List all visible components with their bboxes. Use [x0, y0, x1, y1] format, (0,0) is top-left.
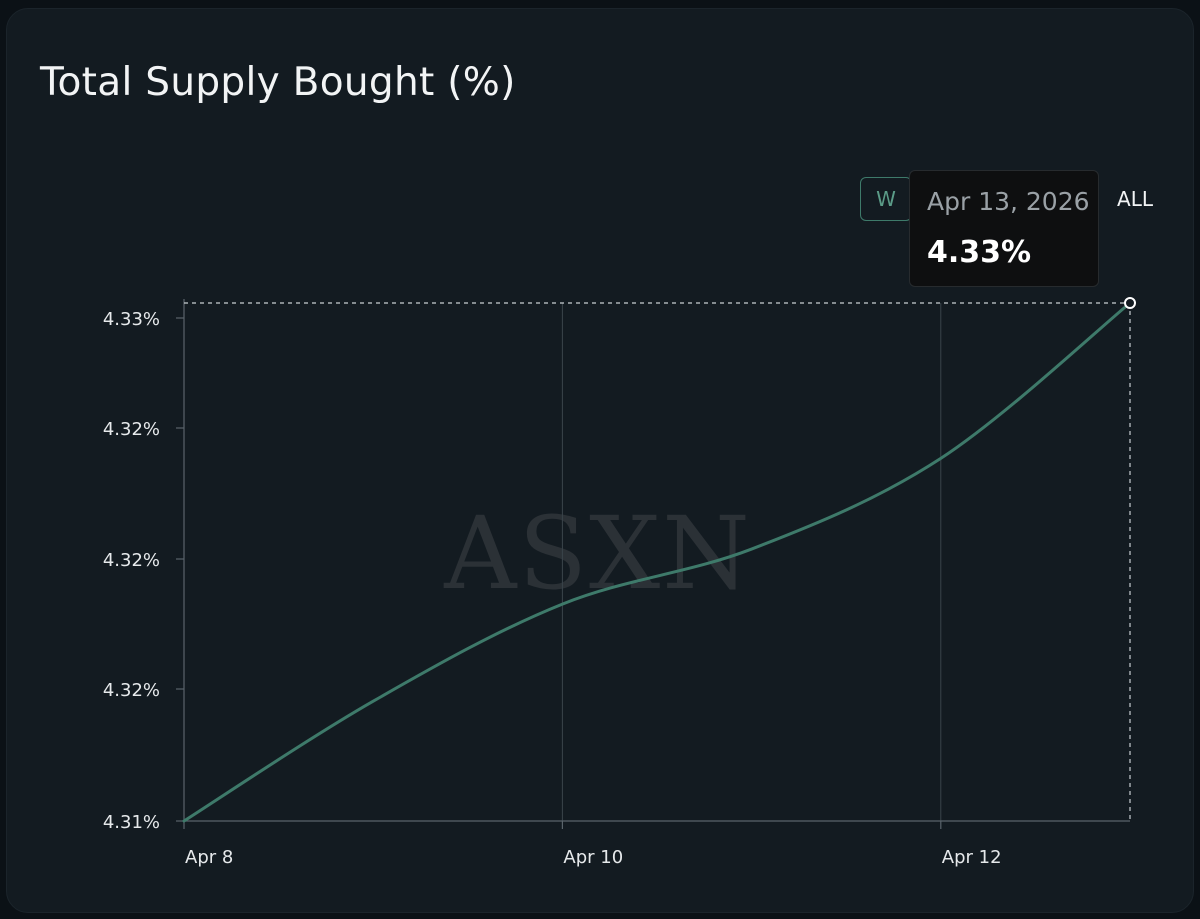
range-all-button[interactable]: ALL	[1117, 187, 1153, 211]
y-tick-label: 4.32%	[103, 680, 160, 701]
grid-lines	[561, 303, 942, 821]
x-tick-label: Apr 8	[185, 847, 233, 868]
watermark: ASXN	[443, 495, 751, 612]
series-line	[182, 301, 1132, 823]
series-layer	[182, 297, 1136, 823]
chart-title: Total Supply Bought (%)	[40, 60, 516, 105]
y-tick-label: 4.31%	[103, 812, 160, 833]
highlighted-data-point	[1124, 297, 1136, 309]
y-tick-label: 4.33%	[103, 309, 160, 330]
tick-labels: 4.33% 4.32% 4.32% 4.32% 4.31% Apr 8 Apr 10 Apr …	[103, 309, 1002, 868]
data-tooltip: Apr 13, 2026 4.33%	[909, 170, 1099, 287]
chart-card	[6, 8, 1194, 913]
axes	[176, 299, 1130, 829]
crosshair	[184, 302, 1131, 821]
x-tick-label: Apr 10	[563, 847, 623, 868]
x-tick-label: Apr 12	[942, 847, 1002, 868]
tooltip-value: 4.33%	[927, 235, 1032, 270]
y-tick-label: 4.32%	[103, 550, 160, 571]
y-tick-label: 4.32%	[103, 419, 160, 440]
tooltip-date: Apr 13, 2026	[927, 187, 1090, 216]
